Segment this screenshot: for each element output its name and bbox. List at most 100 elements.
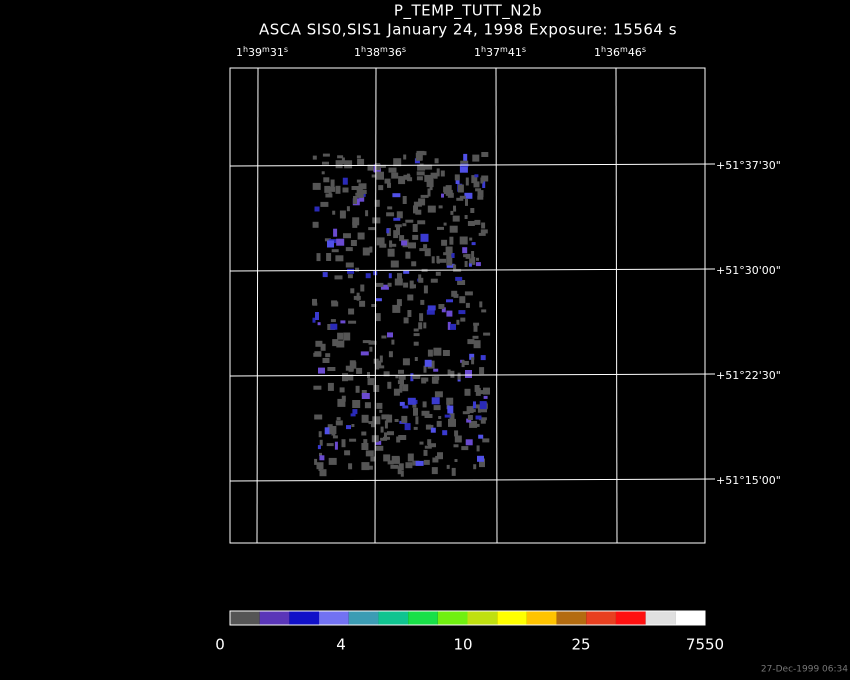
speckle (313, 385, 322, 390)
speckle (420, 233, 429, 242)
colorbar-swatch (615, 611, 646, 625)
speckle (387, 248, 395, 257)
colorbar-swatch (437, 611, 468, 625)
speckle (475, 415, 482, 420)
speckle (433, 347, 442, 356)
speckle (386, 228, 390, 234)
speckle (436, 168, 440, 177)
speckle (322, 358, 330, 363)
speckle (419, 313, 424, 322)
speckle (454, 435, 462, 443)
ra-grid-line (495, 67, 498, 544)
speckle (314, 351, 322, 357)
speckle (391, 455, 400, 464)
speckle (387, 206, 393, 210)
speckle (397, 466, 402, 475)
speckle (435, 271, 441, 276)
speckle (453, 264, 457, 271)
speckle (397, 380, 401, 385)
speckle (445, 246, 453, 254)
speckle (464, 192, 473, 199)
speckle (396, 211, 403, 219)
speckle (324, 238, 331, 242)
speckle (407, 310, 412, 317)
speckle (453, 293, 459, 298)
speckle (452, 215, 460, 222)
speckle (348, 308, 355, 315)
colorbar-label: 0 (215, 636, 225, 654)
speckle (351, 186, 359, 190)
ra-grid-line (256, 67, 259, 544)
speckle (401, 240, 408, 246)
speckle (481, 222, 486, 229)
dec-grid-line (229, 478, 716, 482)
speckle (421, 377, 427, 384)
speckle (349, 360, 356, 369)
speckle (335, 160, 343, 169)
speckle (393, 158, 402, 167)
speckle (398, 375, 406, 380)
speckle (470, 208, 475, 213)
speckle (331, 301, 339, 307)
speckle (388, 351, 393, 358)
speckle (394, 224, 402, 228)
speckle (346, 206, 350, 212)
ra-label: 1h38m36s (354, 45, 406, 60)
speckle (467, 339, 475, 345)
speckle (364, 402, 371, 409)
speckle (413, 205, 418, 214)
speckle (415, 152, 422, 161)
speckle (410, 453, 414, 460)
speckle (383, 371, 390, 377)
speckle (373, 385, 380, 392)
speckle (335, 420, 343, 426)
speckle (446, 310, 453, 317)
speckle (318, 367, 325, 374)
speckle (415, 416, 419, 425)
speckle (383, 454, 391, 462)
speckle (477, 190, 484, 198)
speckle (371, 174, 377, 178)
speckle (349, 438, 357, 442)
speckle (398, 176, 406, 185)
speckle (361, 431, 367, 436)
speckle (451, 467, 456, 476)
speckle (335, 185, 341, 194)
speckle (402, 223, 407, 227)
speckle (427, 439, 432, 446)
speckle (320, 343, 326, 351)
speckle (372, 416, 381, 425)
speckle (387, 332, 393, 338)
speckle (467, 415, 473, 420)
speckle (461, 446, 469, 451)
colorbar-swatch (497, 611, 527, 625)
speckle (334, 441, 338, 450)
speckle (381, 414, 390, 420)
speckle (376, 171, 384, 180)
speckle (459, 165, 468, 173)
speckle (403, 317, 409, 324)
speckle (424, 414, 433, 418)
speckle (458, 310, 466, 315)
speckle (421, 410, 430, 416)
speckle (377, 360, 382, 367)
speckle (431, 256, 435, 264)
speckle (400, 470, 404, 477)
speckle (361, 443, 369, 450)
colorbar-swatch (348, 611, 379, 625)
speckle (412, 375, 421, 379)
speckle (438, 205, 443, 209)
speckle (352, 409, 358, 415)
speckle (357, 232, 365, 240)
speckle (339, 387, 345, 393)
speckle (478, 232, 486, 236)
speckle (402, 196, 407, 204)
speckle (312, 155, 317, 160)
speckle (444, 414, 451, 418)
speckle (440, 170, 445, 177)
speckle (469, 353, 475, 360)
title: P_TEMP_TUTT_N2b (394, 2, 542, 21)
speckle (481, 175, 489, 182)
speckle (413, 284, 416, 289)
speckle (453, 208, 457, 212)
